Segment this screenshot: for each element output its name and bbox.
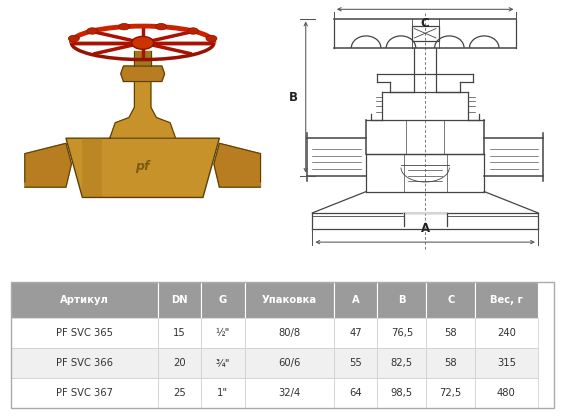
Bar — [11, 282, 158, 318]
Text: 480: 480 — [497, 388, 516, 398]
Bar — [201, 318, 245, 348]
Ellipse shape — [119, 23, 130, 30]
Text: DN: DN — [171, 295, 188, 305]
Bar — [245, 282, 334, 318]
Text: PF SVC 367: PF SVC 367 — [56, 388, 113, 398]
Bar — [475, 318, 537, 348]
Text: Вес, г: Вес, г — [490, 295, 523, 305]
Bar — [412, 26, 438, 41]
Text: Артикул: Артикул — [60, 295, 109, 305]
Text: 240: 240 — [497, 328, 516, 338]
Text: pf: pf — [136, 160, 150, 173]
Bar — [201, 378, 245, 408]
Polygon shape — [25, 143, 71, 187]
Text: B: B — [289, 91, 298, 103]
Text: ½": ½" — [216, 328, 230, 338]
Bar — [334, 318, 377, 348]
Bar — [158, 378, 201, 408]
Bar — [334, 378, 377, 408]
Bar — [11, 378, 158, 408]
Text: 47: 47 — [349, 328, 362, 338]
Text: 60/6: 60/6 — [278, 358, 301, 368]
Bar — [377, 348, 427, 378]
Polygon shape — [110, 81, 176, 138]
Bar — [334, 348, 377, 378]
Ellipse shape — [132, 36, 154, 49]
Text: Упаковка: Упаковка — [262, 295, 317, 305]
Bar — [475, 378, 537, 408]
Bar — [201, 282, 245, 318]
Text: 1": 1" — [218, 388, 228, 398]
Polygon shape — [121, 66, 164, 81]
Text: PF SVC 366: PF SVC 366 — [56, 358, 113, 368]
Text: 98,5: 98,5 — [391, 388, 413, 398]
Text: 64: 64 — [349, 388, 362, 398]
Bar — [11, 348, 158, 378]
Text: 315: 315 — [497, 358, 516, 368]
Text: 72,5: 72,5 — [440, 388, 462, 398]
Text: 58: 58 — [445, 328, 457, 338]
Text: 76,5: 76,5 — [391, 328, 413, 338]
Bar — [377, 378, 427, 408]
Text: G: G — [219, 295, 227, 305]
Text: A: A — [352, 295, 360, 305]
Text: PF SVC 365: PF SVC 365 — [56, 328, 113, 338]
Bar — [377, 282, 427, 318]
Polygon shape — [214, 143, 260, 187]
Bar — [245, 378, 334, 408]
Text: 82,5: 82,5 — [391, 358, 413, 368]
Ellipse shape — [188, 28, 198, 34]
Ellipse shape — [206, 35, 217, 42]
Bar — [334, 282, 377, 318]
Bar — [158, 318, 201, 348]
Text: 25: 25 — [173, 388, 186, 398]
Ellipse shape — [87, 28, 98, 34]
Polygon shape — [82, 138, 102, 197]
Bar — [158, 348, 201, 378]
Text: C: C — [421, 17, 429, 30]
Bar — [201, 348, 245, 378]
Text: A: A — [420, 222, 430, 235]
Ellipse shape — [155, 23, 167, 30]
Text: 32/4: 32/4 — [278, 388, 301, 398]
Bar — [475, 282, 537, 318]
Bar — [427, 318, 475, 348]
Text: 15: 15 — [173, 328, 186, 338]
Bar — [245, 318, 334, 348]
Bar — [475, 348, 537, 378]
Text: B: B — [398, 295, 406, 305]
Text: 80/8: 80/8 — [278, 328, 301, 338]
Bar — [427, 282, 475, 318]
Text: 55: 55 — [349, 358, 362, 368]
Text: C: C — [447, 295, 454, 305]
Text: 58: 58 — [445, 358, 457, 368]
Bar — [245, 348, 334, 378]
Bar — [377, 318, 427, 348]
Polygon shape — [66, 138, 219, 197]
Bar — [158, 282, 201, 318]
Bar — [427, 378, 475, 408]
Text: 20: 20 — [173, 358, 186, 368]
Bar — [11, 318, 158, 348]
Text: ¾": ¾" — [216, 358, 230, 368]
Bar — [427, 348, 475, 378]
Ellipse shape — [68, 35, 79, 42]
